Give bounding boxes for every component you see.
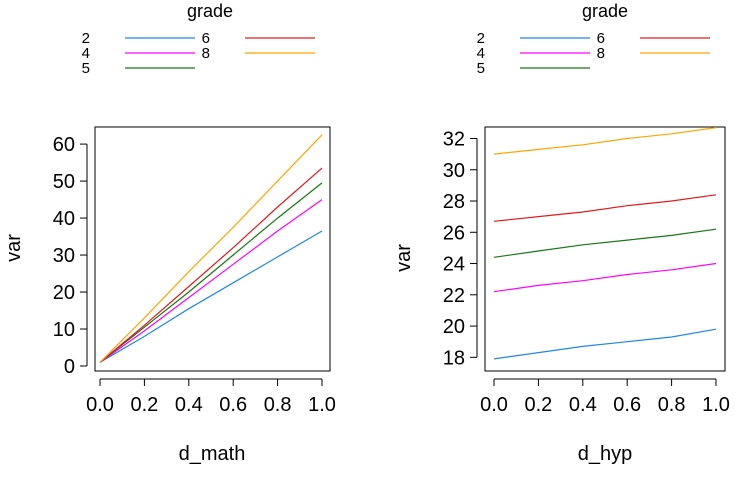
x-tick-label: 0.2: [130, 394, 158, 416]
x-axis-title: d_math: [179, 443, 246, 465]
y-tick-label: 30: [53, 245, 75, 267]
legend-title: grade: [582, 1, 628, 21]
series-line-grade-4: [99, 199, 323, 363]
plot-frame: [484, 126, 726, 372]
legend-label: 2: [477, 30, 485, 47]
x-tick-label: 0.0: [86, 394, 114, 416]
series-line-grade-4: [493, 262, 717, 293]
series-line-grade-6: [99, 167, 323, 363]
legend-label: 4: [82, 45, 90, 62]
series-line-grade-6: [493, 194, 717, 222]
series-line-grade-2: [493, 328, 717, 360]
y-tick-label: 24: [443, 254, 465, 276]
y-tick-label: 26: [443, 222, 465, 244]
legend: 245 68: [477, 30, 710, 77]
y-tick-label: 60: [53, 134, 75, 156]
y-axis-title: var: [3, 234, 25, 262]
y-tick-label: 32: [443, 129, 465, 151]
x-tick-label: 0.2: [524, 394, 552, 416]
y-tick-label: 20: [53, 282, 75, 304]
y-tick-label: 0: [64, 356, 75, 378]
legend: 245 68: [82, 30, 315, 77]
x-tick-label: 0.6: [219, 394, 247, 416]
x-tick-label: 0.8: [658, 394, 686, 416]
y-tick-label: 50: [53, 171, 75, 193]
x-tick-label: 1.0: [702, 394, 730, 416]
x-tick-label: 0.4: [175, 394, 203, 416]
plot-area: 0.0 0.2 0.4 0.6 0.8 1.0 0 10 20 30 40 50 60: [53, 134, 336, 416]
legend-title: grade: [187, 1, 233, 21]
series-line-grade-5: [99, 182, 323, 363]
x-tick-label: 0.6: [613, 394, 641, 416]
y-tick-label: 30: [443, 160, 465, 182]
panel-d-math: grade 245 68 0.0 0.2 0.4 0.6 0.8 1.0 0 10 20 30 40 5…: [3, 1, 336, 465]
legend-label: 5: [82, 60, 90, 77]
legend-label: 8: [597, 45, 605, 62]
y-tick-label: 40: [53, 208, 75, 230]
series-line-grade-5: [493, 228, 717, 258]
series-line-grade-8: [99, 134, 323, 363]
y-tick-label: 20: [443, 316, 465, 338]
legend-label: 2: [82, 30, 90, 47]
y-tick-label: 28: [443, 191, 465, 213]
legend-label: 8: [202, 45, 210, 62]
plot-frame: [94, 126, 331, 372]
x-tick-label: 1.0: [308, 394, 336, 416]
x-tick-label: 0.0: [480, 394, 508, 416]
legend-label: 5: [477, 60, 485, 77]
series-line-grade-2: [99, 230, 323, 363]
x-tick-label: 0.4: [569, 394, 597, 416]
y-axis-title: var: [393, 244, 415, 272]
y-tick-label: 18: [443, 347, 465, 369]
legend-label: 4: [477, 45, 485, 62]
y-tick-label: 10: [53, 319, 75, 341]
y-tick-label: 22: [443, 285, 465, 307]
legend-label: 6: [597, 30, 605, 47]
x-tick-label: 0.8: [264, 394, 292, 416]
plot-area: 0.0 0.2 0.4 0.6 0.8 1.0 18 20 22 24 26 28 30 32: [443, 127, 730, 416]
series-line-grade-8: [493, 127, 717, 155]
legend-label: 6: [202, 30, 210, 47]
x-axis-title: d_hyp: [578, 443, 633, 465]
